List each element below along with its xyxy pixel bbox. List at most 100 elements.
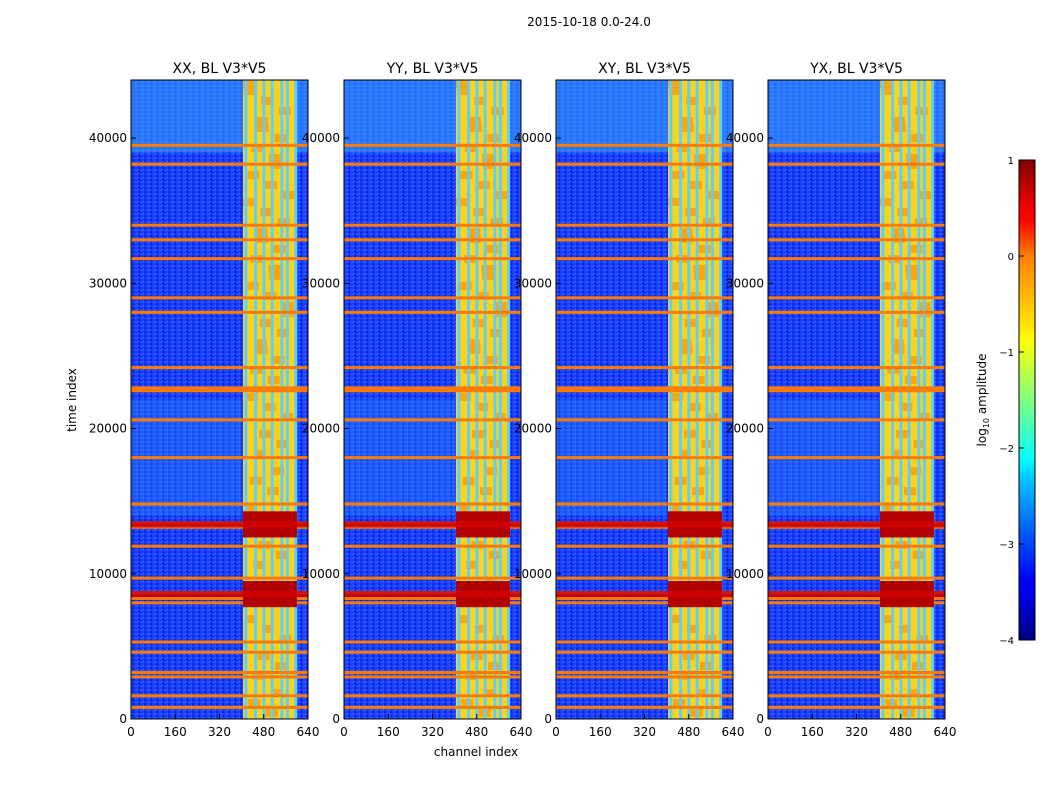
band-blob bbox=[906, 154, 919, 162]
band-blob bbox=[906, 272, 919, 280]
band-blob bbox=[671, 282, 684, 290]
band-blob bbox=[698, 245, 711, 253]
band-blob bbox=[679, 339, 692, 347]
band-blob bbox=[473, 208, 486, 216]
heatmap-image bbox=[131, 80, 308, 719]
band-blob bbox=[456, 80, 469, 88]
band-blob bbox=[909, 356, 922, 364]
rfi-row bbox=[768, 544, 945, 548]
band-blob bbox=[251, 144, 264, 152]
panel-3: YX, BL V3*V5 0 160 320 480 640 0 10000 20000 3000… bbox=[726, 61, 957, 739]
band-blob bbox=[482, 154, 495, 162]
band-blob bbox=[672, 171, 685, 179]
band-blob bbox=[272, 356, 285, 364]
band-blob bbox=[697, 356, 710, 364]
band-blob bbox=[703, 107, 716, 115]
band-blob bbox=[273, 245, 286, 253]
channel-gap bbox=[881, 80, 885, 719]
channel-gap bbox=[907, 80, 911, 719]
channel-gap bbox=[507, 80, 511, 719]
rfi-row bbox=[556, 502, 733, 506]
rfi-row bbox=[768, 143, 945, 147]
y-tick-label: 0 bbox=[756, 712, 764, 726]
rfi-row bbox=[344, 650, 521, 654]
rfi-row bbox=[344, 310, 521, 314]
band-blob bbox=[269, 154, 282, 162]
heatmap-image bbox=[344, 80, 521, 719]
rfi-row bbox=[768, 705, 945, 709]
band-blob bbox=[891, 339, 904, 347]
rfi-row bbox=[131, 596, 308, 600]
rfi-row bbox=[131, 223, 308, 227]
channel-gap bbox=[891, 80, 895, 719]
band-blob bbox=[898, 97, 911, 105]
rfi-row bbox=[768, 296, 945, 300]
band-blob bbox=[883, 282, 896, 290]
rfi-row bbox=[131, 576, 308, 580]
rfi-row bbox=[344, 596, 521, 600]
band-blob bbox=[253, 450, 266, 458]
band-blob bbox=[459, 282, 472, 290]
band-blob bbox=[669, 615, 682, 623]
band-blob bbox=[256, 117, 269, 125]
y-tick-label: 0 bbox=[332, 712, 340, 726]
x-tick-label: 320 bbox=[633, 725, 656, 739]
channel-gap bbox=[244, 80, 248, 719]
x-tick-label: 0 bbox=[552, 725, 560, 739]
rfi-row bbox=[131, 366, 308, 370]
colorbar-tick-label: −4 bbox=[999, 636, 1014, 647]
band-blob bbox=[678, 450, 691, 458]
y-tick-label: 40000 bbox=[726, 131, 764, 145]
panel-title: XY, BL V3*V5 bbox=[598, 61, 691, 77]
suptitle: 2015-10-18 0.0-24.0 bbox=[527, 15, 651, 29]
band-blob bbox=[680, 228, 693, 236]
rfi-row bbox=[768, 456, 945, 460]
rfi-row bbox=[344, 238, 521, 242]
band-blob bbox=[694, 154, 707, 162]
channel-gap bbox=[285, 80, 289, 719]
band-blob bbox=[246, 282, 259, 290]
band-blob bbox=[485, 467, 498, 475]
y-tick-label: 20000 bbox=[89, 422, 127, 436]
rfi-row bbox=[556, 418, 733, 422]
rfi-row bbox=[768, 596, 945, 600]
band-blob bbox=[472, 319, 485, 327]
band-blob bbox=[279, 635, 292, 643]
channel-gap bbox=[270, 80, 274, 719]
band-blob bbox=[881, 615, 894, 623]
band-blob bbox=[916, 635, 929, 643]
band-blob bbox=[263, 403, 276, 411]
band-blob bbox=[681, 117, 694, 125]
band-blob bbox=[456, 87, 469, 95]
rfi-row bbox=[768, 310, 945, 314]
rfi-row bbox=[768, 418, 945, 422]
rfi-row bbox=[556, 650, 733, 654]
band-blob bbox=[915, 107, 928, 115]
band-blob bbox=[689, 292, 702, 300]
channel-gap bbox=[262, 80, 266, 719]
rfi-row bbox=[344, 223, 521, 227]
band-blob bbox=[255, 228, 268, 236]
band-blob bbox=[243, 87, 256, 95]
band-blob bbox=[255, 346, 268, 354]
band-blob bbox=[269, 272, 282, 280]
band-blob bbox=[684, 319, 697, 327]
band-blob bbox=[892, 346, 905, 354]
rfi-row bbox=[344, 143, 521, 147]
rfi-row bbox=[556, 386, 733, 390]
x-tick-label: 480 bbox=[677, 725, 700, 739]
channel-gap bbox=[679, 80, 683, 719]
rfi-row bbox=[768, 576, 945, 580]
x-tick-label: 640 bbox=[934, 725, 957, 739]
x-tick-label: 0 bbox=[127, 725, 135, 739]
y-tick-label: 40000 bbox=[514, 131, 552, 145]
rfi-row bbox=[768, 366, 945, 370]
band-blob bbox=[904, 376, 917, 384]
rfi-row bbox=[556, 143, 733, 147]
band-blob bbox=[670, 504, 683, 512]
rfi-row bbox=[131, 601, 308, 605]
channel-gap bbox=[483, 80, 487, 719]
band-blob bbox=[676, 144, 689, 152]
rfi-row bbox=[556, 366, 733, 370]
